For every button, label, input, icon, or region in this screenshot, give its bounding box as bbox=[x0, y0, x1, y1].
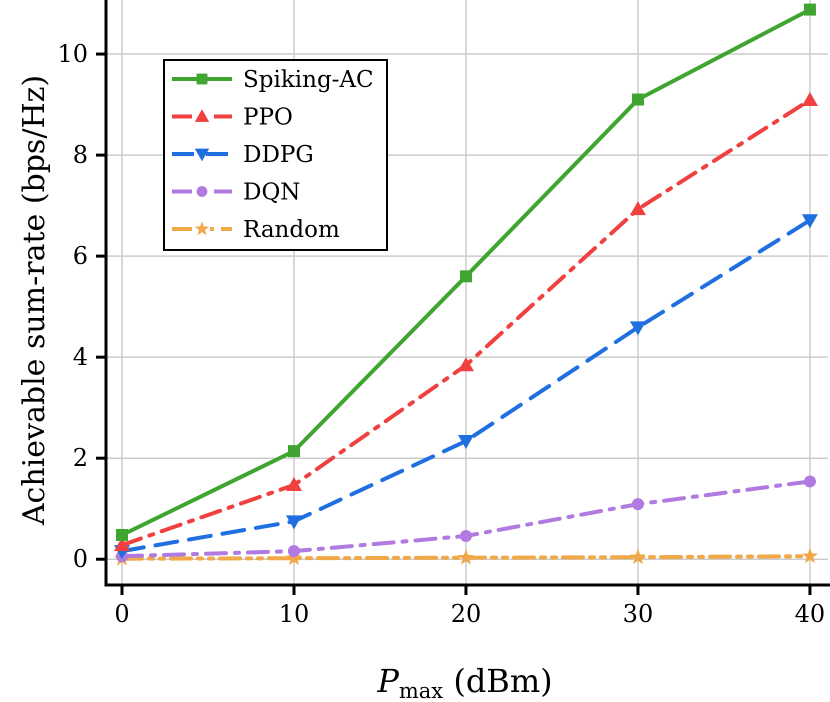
legend-item: DDPG bbox=[172, 142, 314, 168]
legend-item: Random bbox=[172, 217, 340, 243]
marker-triangle-up bbox=[113, 537, 130, 552]
y-tick-label: 8 bbox=[73, 141, 88, 169]
series-ddpg bbox=[113, 214, 818, 560]
x-tick-label: 20 bbox=[451, 600, 482, 628]
marker-triangle-down bbox=[285, 515, 302, 530]
x-axis-label: Pmax (dBm) bbox=[376, 662, 552, 702]
axes: 0 10 20 30 40 0 2 4 6 8 10 bbox=[57, 0, 830, 628]
y-tick-label: 6 bbox=[73, 242, 88, 270]
legend-label: Spiking-AC bbox=[243, 67, 374, 93]
legend: Spiking-AC PPO DDPG DQN Random bbox=[163, 59, 388, 251]
marker-circle bbox=[287, 545, 300, 558]
marker-square bbox=[631, 93, 644, 106]
y-tick-label: 4 bbox=[73, 343, 88, 371]
marker-star bbox=[194, 221, 210, 236]
y-tick-label: 10 bbox=[57, 40, 88, 68]
legend-item: PPO bbox=[172, 105, 293, 131]
marker-star bbox=[457, 549, 475, 565]
marker-star bbox=[285, 549, 303, 566]
legend-item: Spiking-AC bbox=[172, 67, 374, 93]
x-tick-label: 30 bbox=[623, 600, 654, 628]
series-spiking-ac bbox=[115, 3, 816, 541]
legend-label: PPO bbox=[243, 105, 293, 131]
x-tick-label: 40 bbox=[795, 600, 826, 628]
legend-label: Random bbox=[243, 217, 340, 243]
x-tick-label: 10 bbox=[279, 600, 310, 628]
marker-square bbox=[287, 445, 300, 458]
marker-triangle-down bbox=[629, 321, 646, 336]
marker-circle bbox=[803, 475, 816, 488]
marker-triangle-up bbox=[629, 201, 646, 216]
marker-triangle-up bbox=[285, 476, 302, 491]
marker-triangle-down bbox=[194, 148, 210, 162]
y-tick-label: 2 bbox=[73, 444, 88, 472]
marker-star bbox=[629, 548, 647, 565]
y-tick-label: 0 bbox=[73, 545, 88, 573]
marker-triangle-up bbox=[457, 357, 474, 372]
legend-item: DQN bbox=[172, 180, 300, 206]
marker-square bbox=[803, 3, 816, 16]
marker-circle bbox=[631, 498, 644, 511]
series-line bbox=[119, 218, 812, 554]
marker-triangle-down bbox=[457, 435, 474, 450]
series-ppo bbox=[113, 92, 818, 552]
marker-circle bbox=[459, 529, 472, 542]
marker-circle bbox=[196, 186, 208, 197]
series-dqn bbox=[115, 475, 816, 563]
marker-square bbox=[459, 270, 472, 283]
x-tick-label: 0 bbox=[114, 600, 129, 628]
marker-square bbox=[196, 73, 208, 85]
y-axis-label: Achievable sum-rate (bps/Hz) bbox=[17, 75, 52, 526]
legend-label: DQN bbox=[243, 180, 300, 206]
marker-square bbox=[115, 528, 128, 541]
legend-label: DDPG bbox=[243, 142, 314, 168]
marker-triangle-up bbox=[194, 109, 210, 122]
marker-triangle-down bbox=[801, 214, 818, 229]
marker-star bbox=[801, 547, 819, 564]
series-group bbox=[113, 3, 819, 566]
marker-triangle-up bbox=[801, 92, 818, 107]
